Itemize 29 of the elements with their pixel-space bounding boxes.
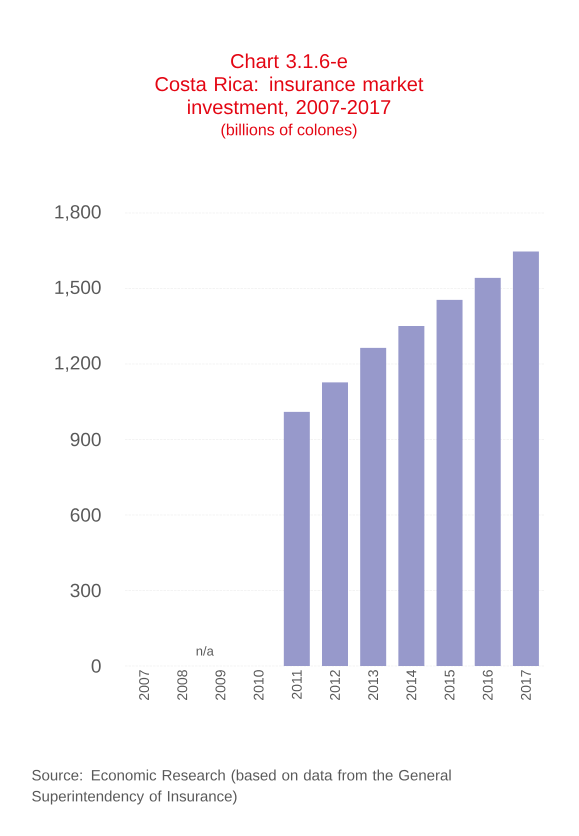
x-tick-label: 2013: [368, 670, 378, 700]
bar: [398, 326, 424, 666]
y-tick-label: 1,500: [55, 280, 101, 296]
bar: [474, 278, 501, 666]
bar: [360, 348, 386, 666]
x-tick-label: 2009: [215, 670, 226, 700]
y-tick-label: 0: [92, 659, 101, 673]
y-tick-label: 1,800: [55, 205, 101, 221]
x-tick-label: 2016: [482, 670, 493, 700]
bar: [436, 300, 463, 666]
y-tick-label: 900: [70, 432, 101, 446]
x-tick-label: 2007: [139, 670, 150, 700]
x-tick-label: 2011: [292, 670, 302, 699]
y-tick-label: 1,200: [55, 356, 101, 372]
x-tick-label: 2014: [406, 670, 416, 700]
x-tick-label: 2008: [177, 670, 188, 700]
x-tick-label: 2010: [254, 670, 264, 700]
x-tick-label: 2017: [520, 670, 531, 700]
chart-subtitle: (billions of colones): [222, 124, 356, 139]
source-note: Source: Economic Research (based on data from the General Superintendency of Insurance): [32, 770, 451, 805]
chart-title: Chart 3.1.6-e Costa Rica: insurance market investment, 2007-2017: [156, 54, 424, 117]
annotation: n/a: [196, 646, 214, 656]
y-tick-label: 600: [70, 508, 101, 522]
bar: [512, 252, 539, 666]
bar: [284, 412, 310, 666]
x-tick-label: 2012: [330, 670, 340, 700]
x-tick-label: 2015: [444, 670, 455, 700]
y-tick-label: 300: [70, 584, 101, 598]
bar: [322, 382, 348, 666]
